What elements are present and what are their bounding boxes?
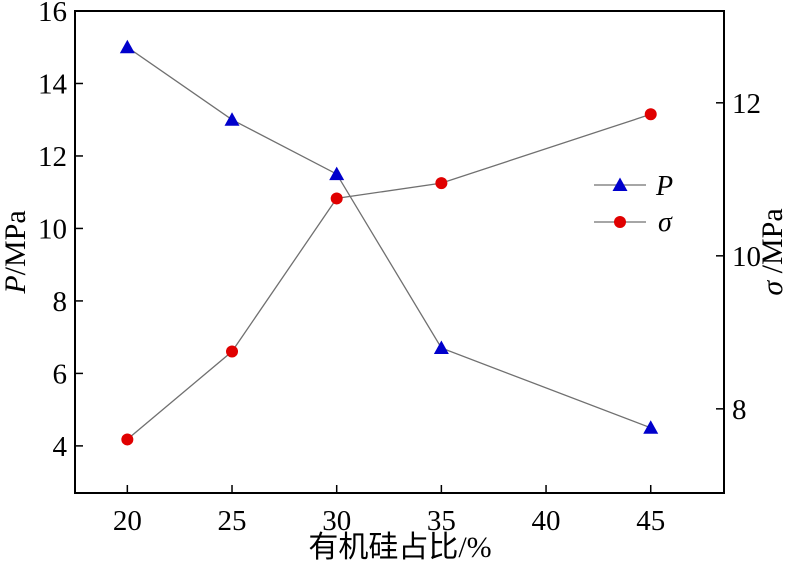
legend-label-p: P	[655, 171, 673, 202]
data-point-sigma	[121, 433, 134, 446]
x-axis-label: 有机硅占比/%	[308, 531, 491, 563]
y-right-tick-label: 8	[732, 394, 747, 426]
data-point-p	[329, 166, 345, 181]
x-tick-label: 45	[636, 505, 665, 537]
data-point-p	[119, 39, 135, 54]
x-tick-label: 30	[322, 505, 351, 537]
data-point-sigma	[330, 192, 343, 205]
y-right-label-unit: /MPa	[756, 208, 789, 281]
legend-marker-p	[612, 177, 628, 191]
legend-box	[588, 168, 692, 238]
y-left-axis-label: P/MPa	[0, 210, 32, 294]
y-right-axis-label: σ /MPa	[756, 208, 789, 295]
x-tick-label: 20	[113, 505, 142, 537]
y-right-label-var: σ	[756, 280, 789, 296]
y-right-tick-label: 12	[732, 88, 761, 120]
data-point-p	[224, 112, 240, 126]
series-markers	[119, 39, 659, 446]
series-line-p	[126, 46, 651, 429]
y-right-tick-label: 10	[732, 241, 761, 273]
y-left-label-var: P	[0, 275, 32, 294]
legend-marker-sigma	[614, 216, 626, 228]
x-tick-label: 25	[218, 505, 247, 537]
y-left-tick-label: 6	[53, 358, 68, 390]
data-point-sigma	[644, 108, 657, 121]
legend-label-sigma: σ	[658, 207, 673, 238]
data-point-p	[433, 340, 449, 355]
plot-frame	[74, 10, 725, 494]
y-left-tick-label: 10	[38, 213, 67, 245]
x-tick-label: 40	[532, 505, 561, 537]
data-point-sigma	[226, 345, 239, 358]
series-lines	[126, 46, 651, 440]
y-left-tick-label: 16	[38, 0, 67, 28]
series-line-sigma	[126, 113, 651, 440]
y-left-label-unit: /MPa	[0, 210, 32, 275]
ticks-layer: 20 25 30 35 40 45 4 6 8 10 12 14 16 8 10 12	[38, 0, 761, 537]
data-point-sigma	[435, 177, 448, 190]
y-left-tick-label: 14	[38, 68, 68, 100]
data-point-p	[643, 420, 659, 434]
y-left-tick-label: 8	[53, 286, 68, 318]
x-tick-label: 35	[427, 505, 456, 537]
y-left-tick-label: 4	[53, 431, 68, 463]
legend: P σ	[588, 168, 692, 238]
y-left-tick-label: 12	[38, 141, 67, 173]
